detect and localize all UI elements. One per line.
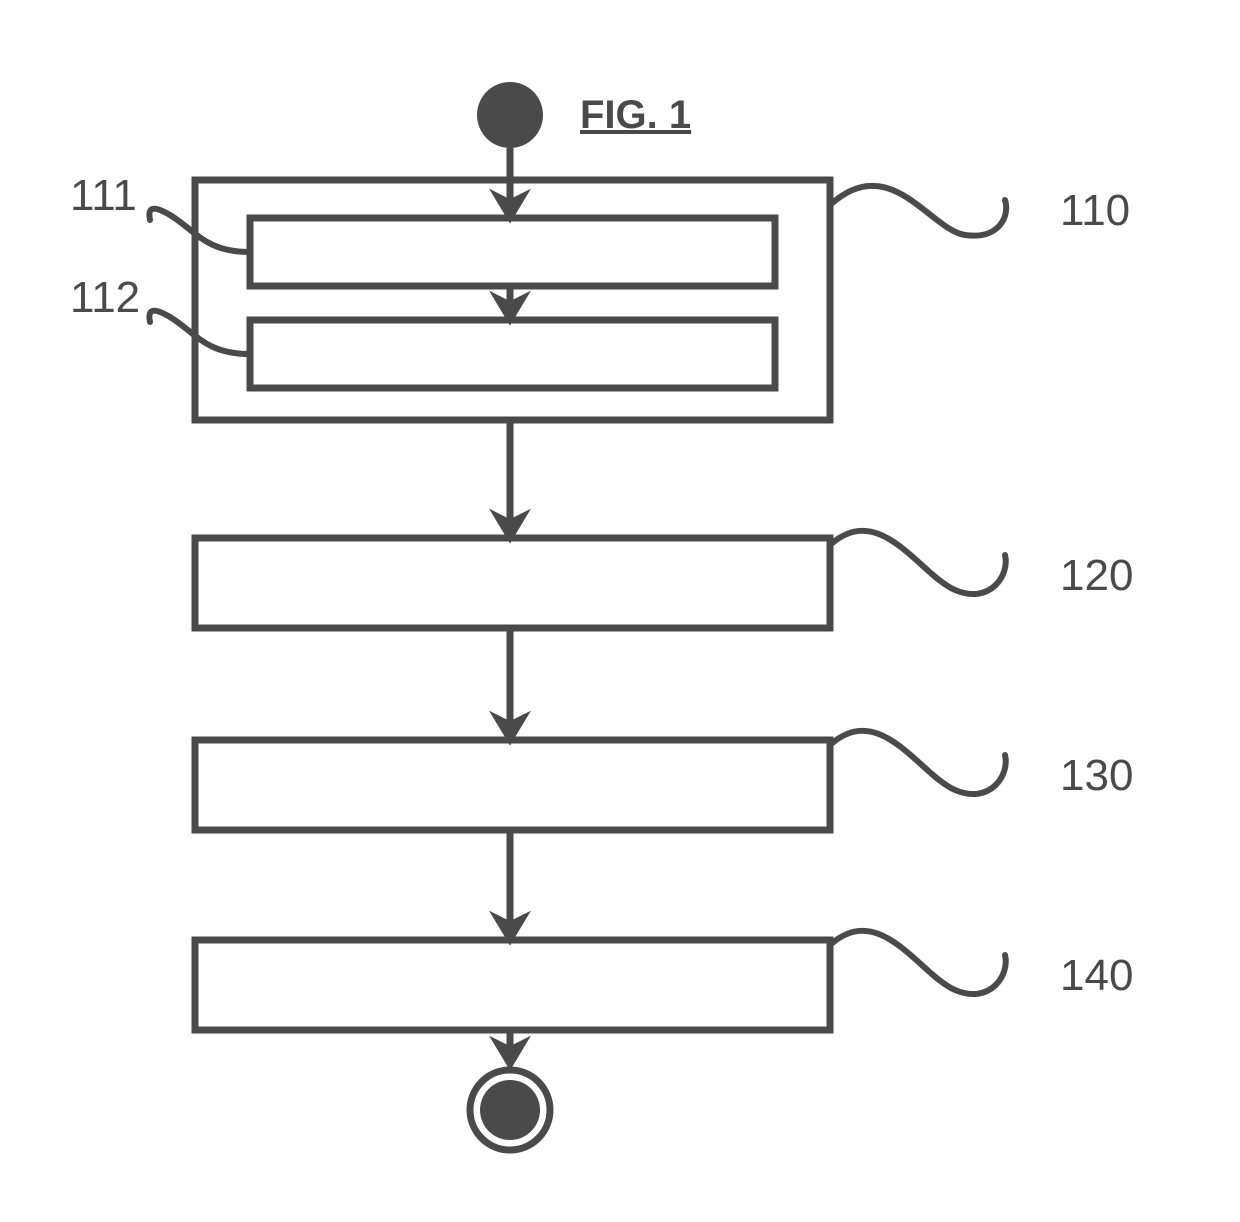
labels-layer: FIG. 1 111 112 110 120 130 140 <box>70 93 1133 1000</box>
leader-line-112 <box>149 311 250 354</box>
leader-line-120 <box>830 531 1006 594</box>
leader-line-130 <box>830 731 1006 794</box>
leader-lines-layer <box>149 186 1006 994</box>
leader-line-140 <box>830 931 1006 994</box>
reference-label-112: 112 <box>70 273 140 322</box>
terminal-nodes-layer <box>470 82 550 1150</box>
leader-line-110 <box>830 186 1006 236</box>
flowchart-figure: FIG. 1 111 112 110 120 130 140 <box>0 0 1240 1222</box>
process-box-112 <box>250 320 775 388</box>
process-box-111 <box>250 218 775 286</box>
reference-label-110: 110 <box>1060 186 1130 235</box>
figure-title: FIG. 1 <box>580 93 691 137</box>
reference-label-120: 120 <box>1060 551 1133 600</box>
process-box-120 <box>195 538 830 628</box>
process-box-130 <box>195 740 830 830</box>
start-node <box>477 82 543 148</box>
process-box-140 <box>195 940 830 1030</box>
leader-line-111 <box>149 209 250 252</box>
reference-label-130: 130 <box>1060 751 1133 800</box>
end-node-core <box>480 1080 540 1140</box>
reference-label-111: 111 <box>70 171 137 220</box>
reference-label-140: 140 <box>1060 951 1133 1000</box>
